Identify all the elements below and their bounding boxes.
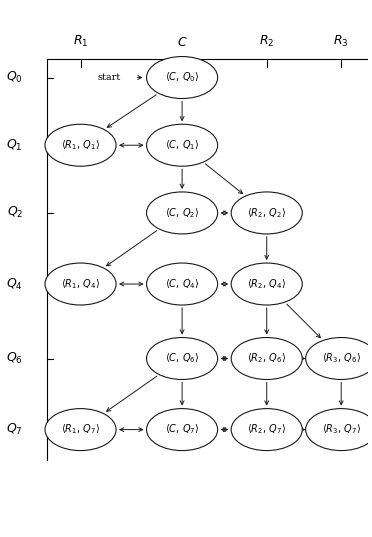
Ellipse shape <box>231 338 302 380</box>
Text: $Q_4$: $Q_4$ <box>6 277 23 292</box>
Ellipse shape <box>147 56 218 98</box>
Text: $\langle C,\,Q_2\rangle$: $\langle C,\,Q_2\rangle$ <box>165 206 199 220</box>
Text: $\langle C,\,Q_7\rangle$: $\langle C,\,Q_7\rangle$ <box>165 423 199 437</box>
Ellipse shape <box>231 263 302 305</box>
Text: start: start <box>98 73 121 82</box>
Text: $R_1$: $R_1$ <box>73 34 88 49</box>
Text: $\langle C,\,Q_6\rangle$: $\langle C,\,Q_6\rangle$ <box>165 352 199 365</box>
Ellipse shape <box>45 124 116 166</box>
Ellipse shape <box>306 409 372 451</box>
Ellipse shape <box>147 409 218 451</box>
Text: $\langle R_2,\,Q_4\rangle$: $\langle R_2,\,Q_4\rangle$ <box>247 277 286 291</box>
Ellipse shape <box>147 338 218 380</box>
Text: $R_3$: $R_3$ <box>333 34 349 49</box>
Text: $\langle C,\,Q_0\rangle$: $\langle C,\,Q_0\rangle$ <box>165 71 199 84</box>
Text: $Q_1$: $Q_1$ <box>6 137 23 153</box>
Text: $Q_6$: $Q_6$ <box>6 351 23 366</box>
Text: $\langle R_1,\,Q_4\rangle$: $\langle R_1,\,Q_4\rangle$ <box>61 277 100 291</box>
Text: $Q_7$: $Q_7$ <box>6 422 23 437</box>
Text: $\langle R_1,\,Q_7\rangle$: $\langle R_1,\,Q_7\rangle$ <box>61 423 100 437</box>
Ellipse shape <box>147 263 218 305</box>
Ellipse shape <box>45 263 116 305</box>
Text: $\langle R_3,\,Q_6\rangle$: $\langle R_3,\,Q_6\rangle$ <box>322 352 361 365</box>
Ellipse shape <box>231 192 302 234</box>
Ellipse shape <box>231 409 302 451</box>
Ellipse shape <box>45 409 116 451</box>
Ellipse shape <box>147 192 218 234</box>
Text: $\langle C,\,Q_4\rangle$: $\langle C,\,Q_4\rangle$ <box>165 277 199 291</box>
Ellipse shape <box>147 124 218 166</box>
Text: $R_2$: $R_2$ <box>259 34 275 49</box>
Text: $Q_0$: $Q_0$ <box>6 70 23 85</box>
Text: $\langle R_2,\,Q_7\rangle$: $\langle R_2,\,Q_7\rangle$ <box>247 423 286 437</box>
Text: $\langle R_2,\,Q_2\rangle$: $\langle R_2,\,Q_2\rangle$ <box>247 206 286 220</box>
Ellipse shape <box>306 338 372 380</box>
Text: $C$: $C$ <box>177 36 187 49</box>
Text: $Q_2$: $Q_2$ <box>7 205 23 221</box>
Text: $\langle C,\,Q_1\rangle$: $\langle C,\,Q_1\rangle$ <box>165 139 199 152</box>
Text: $\langle R_2,\,Q_6\rangle$: $\langle R_2,\,Q_6\rangle$ <box>247 352 286 365</box>
Text: $\langle R_3,\,Q_7\rangle$: $\langle R_3,\,Q_7\rangle$ <box>322 423 361 437</box>
Text: $\langle R_1,\,Q_1\rangle$: $\langle R_1,\,Q_1\rangle$ <box>61 139 100 152</box>
